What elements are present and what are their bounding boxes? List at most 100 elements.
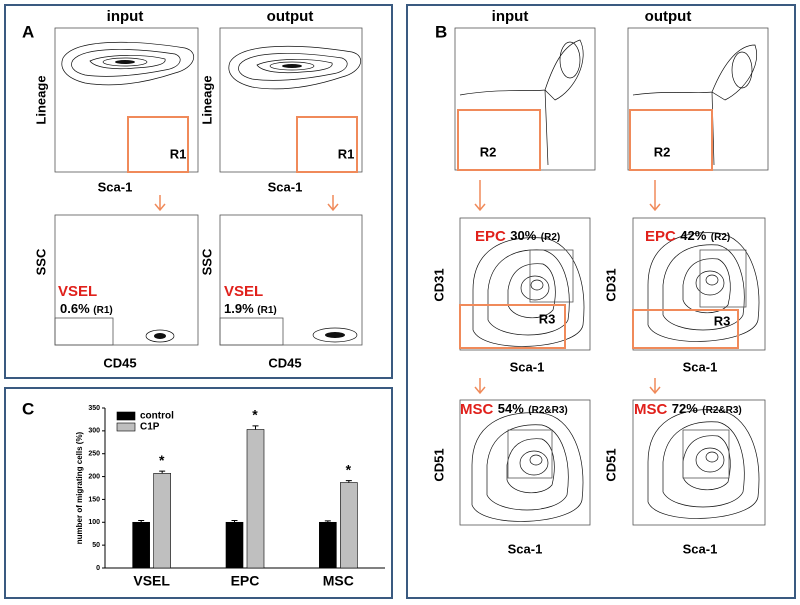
population-label: EPC 30% (R2) — [475, 228, 560, 245]
axis-label: Lineage — [33, 75, 48, 124]
annotation: * — [252, 407, 258, 423]
x-tick-label: MSC — [323, 573, 354, 589]
gate — [296, 116, 358, 173]
column-heading: input — [492, 8, 529, 25]
plot — [54, 27, 199, 173]
population-label: EPC 42% (R2) — [645, 228, 730, 245]
axis-label: CD51 — [603, 448, 618, 481]
x-tick-label: VSEL — [133, 573, 170, 589]
error-bar — [231, 519, 238, 523]
bar-chart: 0 50 100 150 200 250 300 350 VSEL * EPC * MSC * contro… — [88, 405, 385, 589]
annotation: * — [159, 452, 165, 468]
axis-label: CD51 — [431, 448, 446, 481]
gate — [54, 317, 114, 346]
axis-label: Sca-1 — [98, 179, 133, 194]
plot — [54, 214, 199, 346]
gate — [459, 304, 566, 349]
contour — [145, 329, 175, 343]
arrow — [474, 378, 486, 395]
axis-label: CD31 — [603, 268, 618, 301]
panel-frame — [4, 4, 393, 379]
gate — [629, 109, 713, 171]
column-heading: input — [107, 8, 144, 25]
legend-label: C1P — [140, 422, 160, 433]
arrow — [327, 195, 339, 212]
arrow — [649, 180, 661, 212]
population-label: VSEL — [58, 283, 97, 300]
population-label: VSEL — [224, 283, 263, 300]
error-bar — [138, 519, 145, 523]
annotation: * — [346, 461, 352, 477]
contour — [312, 327, 358, 343]
error-bar — [345, 480, 352, 483]
axis-label: CD31 — [431, 268, 446, 301]
plot — [632, 399, 766, 526]
plot — [454, 27, 596, 171]
population-label: MSC 72% (R2&R3) — [634, 401, 742, 418]
y-tick-label: 350 — [88, 405, 100, 412]
bar — [225, 521, 244, 569]
panel-frame — [4, 387, 393, 599]
axis-label: CD45 — [268, 355, 301, 370]
bar — [132, 521, 150, 569]
error-bar — [252, 425, 259, 430]
plot — [632, 217, 766, 351]
gate — [127, 116, 189, 173]
arrow — [649, 378, 661, 395]
plot-group: R1 R1 Lineage Lineage Sca-1 Sca-1 VSEL V… — [33, 27, 363, 370]
axis-label: CD45 — [103, 355, 136, 370]
y-tick-label: 0 — [96, 565, 100, 572]
y-tick-label: 100 — [88, 519, 100, 526]
plot — [219, 214, 363, 346]
axis-label: Sca-1 — [683, 359, 718, 374]
gate — [507, 429, 553, 479]
y-tick-label: 300 — [88, 428, 100, 435]
contour — [154, 333, 166, 339]
axis-label: Lineage — [199, 75, 214, 124]
plot — [627, 27, 769, 171]
gate — [632, 309, 739, 349]
x-tick-label: EPC — [231, 573, 260, 589]
contour — [559, 41, 581, 79]
y-tick-label: 50 — [92, 542, 100, 549]
y-tick-label: 200 — [88, 473, 100, 480]
arrow — [474, 180, 486, 212]
gate — [219, 317, 284, 346]
bar — [340, 482, 358, 569]
percentage: 0.6% (R1) — [60, 301, 113, 316]
legend-swatch — [116, 422, 136, 432]
contour — [731, 51, 753, 89]
gate-label: R1 — [170, 146, 187, 161]
contour — [632, 44, 757, 166]
gate-label: R3 — [714, 313, 731, 328]
axis-label: Sca-1 — [510, 359, 545, 374]
gate-label: R2 — [654, 144, 671, 159]
legend-swatch — [116, 411, 136, 421]
panel-label: B — [435, 22, 447, 41]
arrow — [154, 195, 166, 212]
panel-frame — [406, 4, 796, 599]
axis-label: Sca-1 — [683, 541, 718, 556]
gate-label: R2 — [480, 144, 497, 159]
gate — [457, 109, 541, 171]
contour — [325, 332, 345, 338]
gate — [529, 249, 574, 303]
gate-label: R1 — [338, 146, 355, 161]
axis-label: SSC — [33, 248, 48, 275]
bar — [319, 521, 337, 569]
legend-label: control — [140, 411, 174, 422]
y-axis-label: number of migrating cells (%) — [75, 431, 84, 544]
column-heading: output — [645, 8, 692, 25]
plot — [459, 399, 591, 526]
bar — [246, 429, 265, 569]
plot — [459, 217, 591, 351]
axis-label: Sca-1 — [268, 179, 303, 194]
plot-group: R2 R2 R3 R3 EPC 30% (R2) EPC 42% (R2) CD… — [431, 27, 769, 556]
error-bar — [159, 470, 166, 474]
population-label: MSC 54% (R2&R3) — [460, 401, 568, 418]
panel-label: C — [22, 399, 34, 418]
error-bar — [324, 520, 331, 523]
percentage: 1.9% (R1) — [224, 301, 277, 316]
column-heading: output — [267, 8, 314, 25]
